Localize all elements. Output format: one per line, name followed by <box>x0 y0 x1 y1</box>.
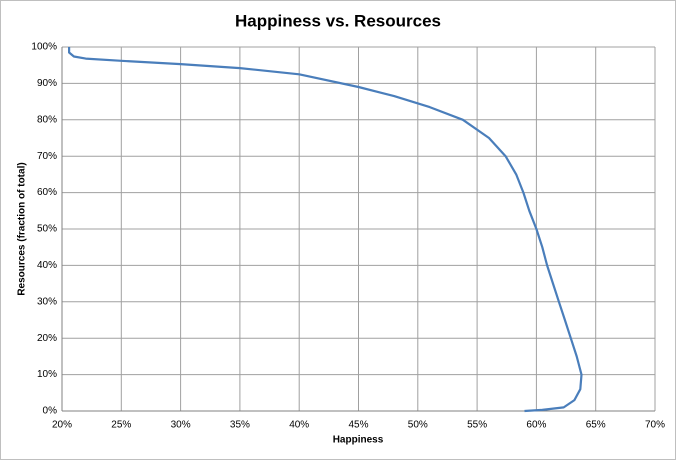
y-tick-label: 80% <box>37 114 57 125</box>
x-axis-label: Happiness <box>333 435 384 446</box>
y-axis-label: Resources (fraction of total) <box>17 162 28 295</box>
x-tick-label: 35% <box>230 420 250 431</box>
y-tick-label: 30% <box>37 296 57 307</box>
x-tick-label: 40% <box>289 420 309 431</box>
x-tick-label: 60% <box>526 420 546 431</box>
y-tick-label: 20% <box>37 333 57 344</box>
y-tick-label: 70% <box>37 151 57 162</box>
y-tick-label: 10% <box>37 369 57 380</box>
x-tick-label: 50% <box>408 420 428 431</box>
chart-title: Happiness vs. Resources <box>235 11 441 30</box>
y-tick-label: 60% <box>37 187 57 198</box>
y-tick-label: 100% <box>31 42 57 53</box>
y-tick-label: 50% <box>37 224 57 235</box>
x-tick-label: 25% <box>111 420 131 431</box>
x-tick-label: 45% <box>348 420 368 431</box>
y-tick-label: 0% <box>43 406 58 417</box>
x-tick-label: 20% <box>52 420 72 431</box>
x-tick-label: 70% <box>645 420 665 431</box>
y-tick-label: 40% <box>37 260 57 271</box>
x-tick-label: 30% <box>171 420 191 431</box>
x-tick-label: 55% <box>467 420 487 431</box>
y-tick-label: 90% <box>37 78 57 89</box>
x-tick-label: 65% <box>586 420 606 431</box>
data-line <box>68 47 583 413</box>
